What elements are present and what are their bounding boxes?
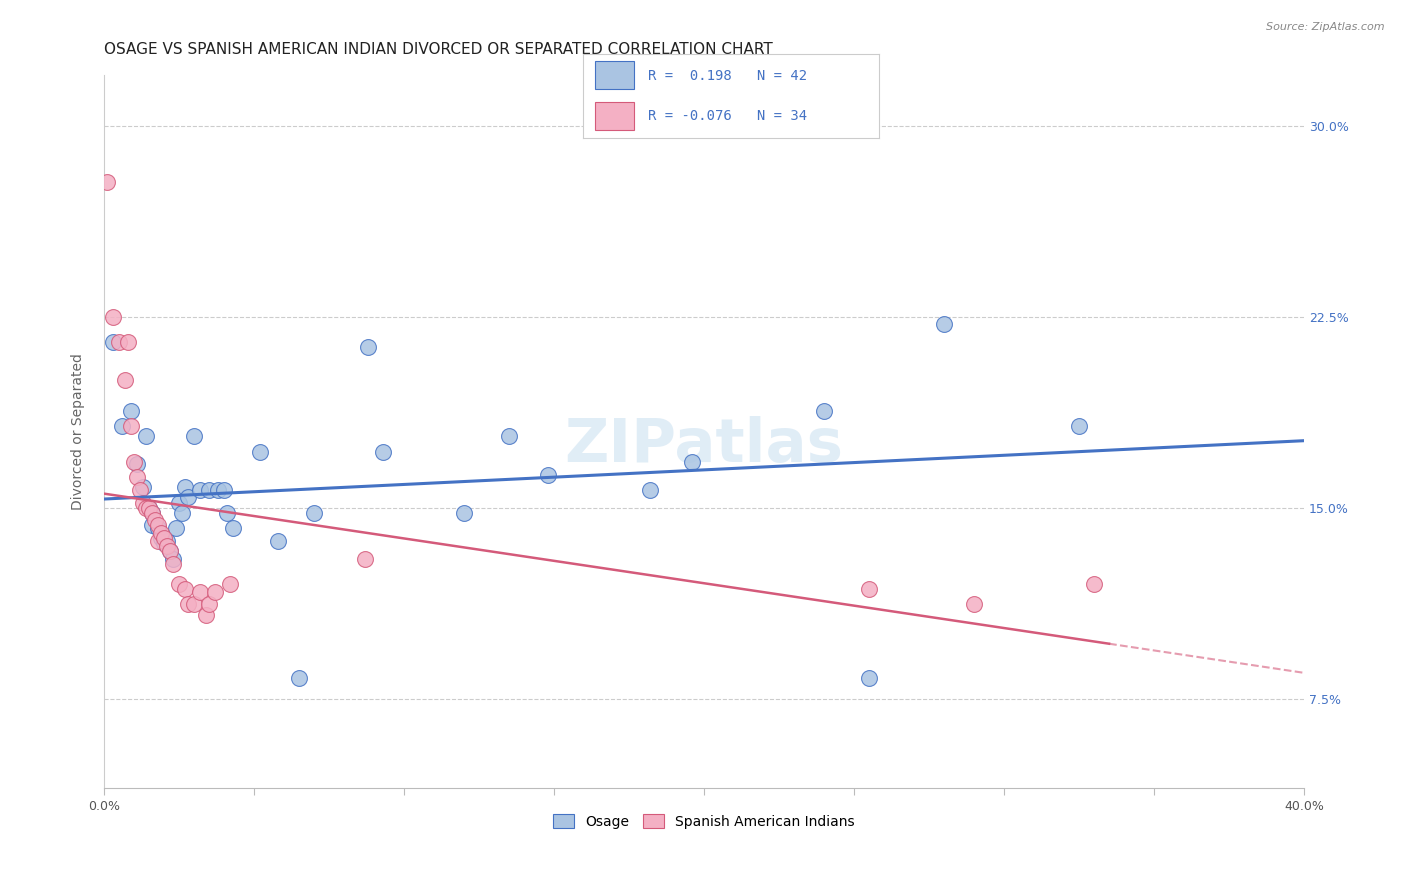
Point bbox=[143, 513, 166, 527]
Point bbox=[354, 551, 377, 566]
Point bbox=[132, 480, 155, 494]
Point bbox=[498, 429, 520, 443]
Point bbox=[120, 404, 142, 418]
Point bbox=[96, 175, 118, 189]
Point bbox=[302, 506, 325, 520]
Point bbox=[150, 531, 173, 545]
Point bbox=[188, 584, 211, 599]
Point bbox=[183, 429, 205, 443]
Point bbox=[129, 483, 152, 497]
Point bbox=[159, 544, 181, 558]
Bar bbox=[595, 62, 634, 89]
Point bbox=[858, 671, 880, 685]
Point bbox=[177, 598, 200, 612]
Point bbox=[150, 526, 173, 541]
Point bbox=[813, 404, 835, 418]
Point bbox=[153, 531, 176, 545]
Point bbox=[537, 467, 560, 482]
Point bbox=[162, 557, 184, 571]
Point bbox=[111, 419, 134, 434]
Point bbox=[120, 419, 142, 434]
Point bbox=[132, 495, 155, 509]
Point bbox=[963, 598, 986, 612]
Point bbox=[222, 521, 245, 535]
Point bbox=[932, 317, 955, 331]
Point bbox=[165, 521, 187, 535]
Point bbox=[138, 500, 160, 515]
Point bbox=[135, 500, 157, 515]
Point bbox=[204, 584, 226, 599]
Point bbox=[195, 607, 218, 622]
Point bbox=[146, 521, 169, 535]
Point bbox=[188, 483, 211, 497]
Point bbox=[249, 444, 271, 458]
Point bbox=[681, 455, 703, 469]
Point bbox=[183, 598, 205, 612]
Point bbox=[156, 533, 179, 548]
Point bbox=[156, 539, 179, 553]
Point bbox=[167, 495, 190, 509]
Text: R = -0.076   N = 34: R = -0.076 N = 34 bbox=[648, 109, 807, 123]
Point bbox=[174, 480, 197, 494]
Point bbox=[453, 506, 475, 520]
Point bbox=[117, 334, 139, 349]
Point bbox=[170, 506, 193, 520]
Point bbox=[267, 533, 290, 548]
Point bbox=[198, 598, 221, 612]
Point bbox=[638, 483, 661, 497]
Text: R =  0.198   N = 42: R = 0.198 N = 42 bbox=[648, 69, 807, 83]
Point bbox=[141, 506, 163, 520]
Point bbox=[101, 310, 124, 324]
Point bbox=[138, 500, 160, 515]
Text: ZIPatlas: ZIPatlas bbox=[565, 416, 844, 475]
Point bbox=[114, 373, 136, 387]
Bar bbox=[595, 102, 634, 130]
Point bbox=[108, 334, 131, 349]
Point bbox=[153, 536, 176, 550]
Point bbox=[101, 334, 124, 349]
Point bbox=[357, 340, 380, 354]
Point bbox=[198, 483, 221, 497]
Text: OSAGE VS SPANISH AMERICAN INDIAN DIVORCED OR SEPARATED CORRELATION CHART: OSAGE VS SPANISH AMERICAN INDIAN DIVORCE… bbox=[104, 42, 773, 57]
Point bbox=[125, 458, 148, 472]
Point bbox=[141, 506, 163, 520]
Point bbox=[125, 470, 148, 484]
Y-axis label: Divorced or Separated: Divorced or Separated bbox=[72, 352, 86, 509]
Point bbox=[1083, 577, 1105, 591]
Point bbox=[212, 483, 235, 497]
Point bbox=[135, 429, 157, 443]
Point bbox=[177, 491, 200, 505]
Point bbox=[371, 444, 394, 458]
Point bbox=[159, 544, 181, 558]
Point bbox=[146, 518, 169, 533]
Point bbox=[167, 577, 190, 591]
Point bbox=[146, 533, 169, 548]
Point bbox=[219, 577, 242, 591]
Point bbox=[858, 582, 880, 596]
Point bbox=[174, 582, 197, 596]
Point bbox=[1067, 419, 1090, 434]
Point bbox=[162, 551, 184, 566]
Legend: Osage, Spanish American Indians: Osage, Spanish American Indians bbox=[548, 808, 860, 834]
Point bbox=[215, 506, 238, 520]
Point bbox=[141, 518, 163, 533]
Point bbox=[288, 671, 311, 685]
Point bbox=[122, 455, 145, 469]
Text: Source: ZipAtlas.com: Source: ZipAtlas.com bbox=[1267, 22, 1385, 32]
Point bbox=[207, 483, 229, 497]
